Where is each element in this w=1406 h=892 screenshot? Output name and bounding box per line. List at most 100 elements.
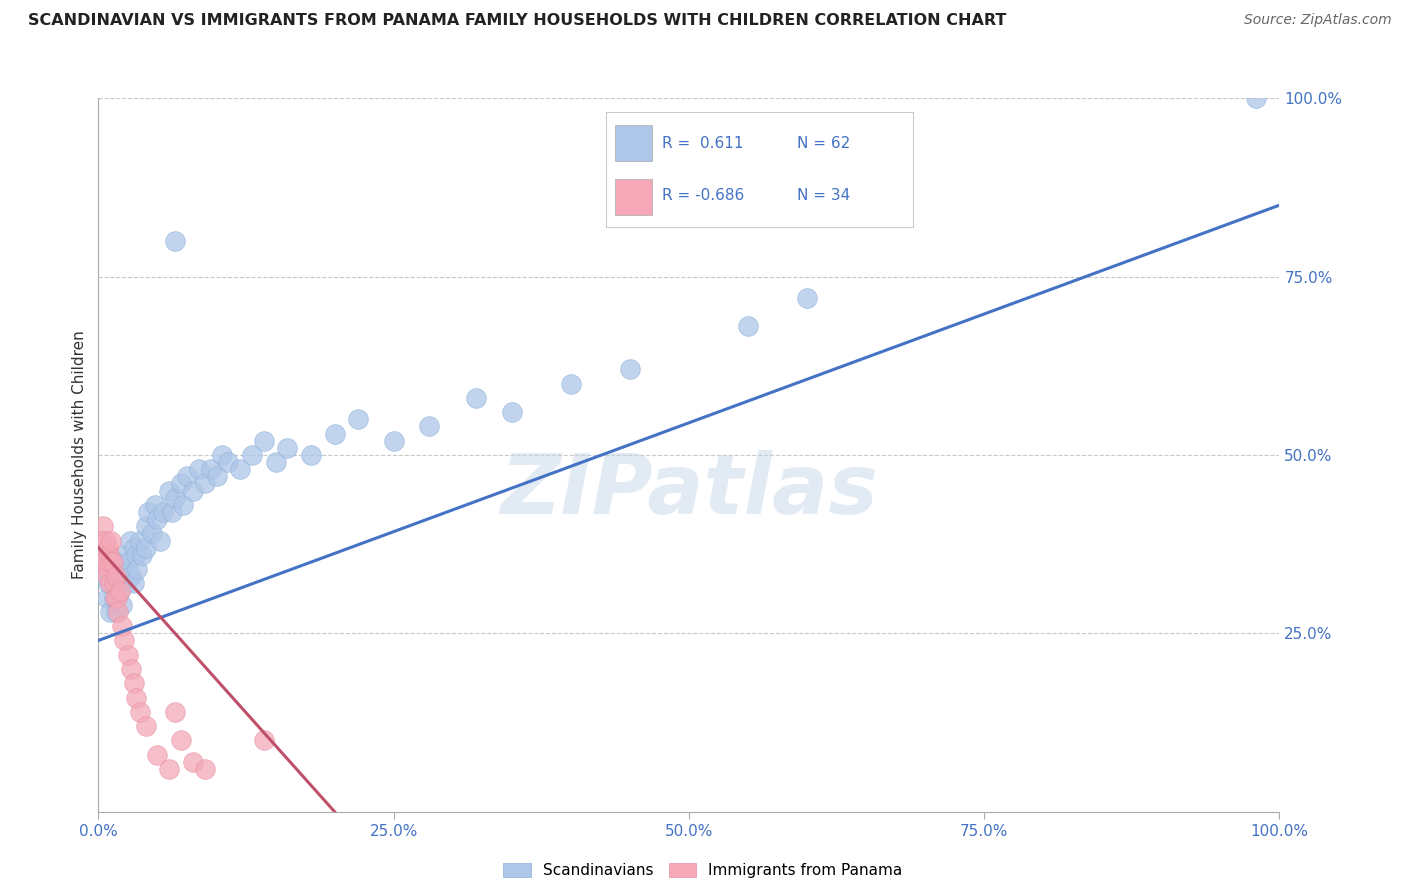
Point: [1244, 91, 1267, 105]
Point: [91, 519, 114, 533]
Point: [264, 455, 287, 469]
Point: [170, 733, 193, 747]
Point: [172, 498, 194, 512]
Text: SCANDINAVIAN VS IMMIGRANTS FROM PANAMA FAMILY HOUSEHOLDS WITH CHILDREN CORRELATI: SCANDINAVIAN VS IMMIGRANTS FROM PANAMA F…: [28, 13, 1007, 29]
Text: ZIPatlas: ZIPatlas: [501, 450, 877, 531]
Point: [176, 469, 198, 483]
Point: [217, 455, 239, 469]
Point: [94, 533, 117, 548]
Point: [91, 548, 114, 562]
Point: [194, 762, 217, 776]
Point: [117, 555, 139, 569]
Point: [187, 462, 209, 476]
Point: [181, 483, 204, 498]
Point: [121, 569, 143, 583]
Point: [253, 733, 276, 747]
Point: [143, 498, 166, 512]
Point: [211, 448, 233, 462]
Point: [465, 391, 488, 405]
Point: [125, 548, 148, 562]
Point: [135, 719, 157, 733]
Point: [299, 448, 322, 462]
Point: [122, 541, 145, 555]
Point: [90, 533, 112, 548]
Point: [128, 705, 150, 719]
Point: [160, 505, 183, 519]
Point: [181, 755, 204, 769]
Point: [165, 234, 187, 248]
Point: [101, 555, 124, 569]
Point: [101, 555, 124, 569]
Point: [111, 562, 134, 576]
Text: Source: ZipAtlas.com: Source: ZipAtlas.com: [1244, 13, 1392, 28]
Point: [131, 548, 153, 562]
Point: [108, 583, 131, 598]
Point: [97, 541, 120, 555]
Point: [98, 555, 121, 569]
Point: [253, 434, 276, 448]
Point: [141, 526, 163, 541]
Point: [114, 576, 136, 591]
Point: [107, 605, 129, 619]
Point: [122, 676, 145, 690]
Point: [97, 576, 120, 591]
Y-axis label: Family Households with Children: Family Households with Children: [72, 331, 87, 579]
Point: [104, 591, 127, 605]
Point: [125, 690, 148, 705]
Point: [382, 434, 405, 448]
Legend: Scandinavians, Immigrants from Panama: Scandinavians, Immigrants from Panama: [498, 857, 908, 884]
Point: [128, 533, 150, 548]
Point: [127, 562, 149, 576]
Point: [276, 441, 298, 455]
Point: [560, 376, 582, 391]
Point: [165, 491, 187, 505]
Point: [170, 476, 193, 491]
Point: [200, 462, 222, 476]
Point: [108, 583, 131, 598]
Point: [122, 576, 145, 591]
Point: [98, 605, 121, 619]
Point: [112, 548, 135, 562]
Point: [103, 576, 125, 591]
Point: [501, 405, 523, 419]
Point: [146, 747, 169, 762]
Point: [105, 555, 128, 569]
Point: [205, 469, 228, 483]
Point: [240, 448, 263, 462]
Point: [98, 576, 121, 591]
Point: [619, 362, 641, 376]
Point: [157, 762, 180, 776]
Point: [111, 619, 134, 633]
Point: [103, 591, 125, 605]
Point: [135, 541, 157, 555]
Point: [323, 426, 346, 441]
Point: [157, 483, 180, 498]
Point: [152, 505, 174, 519]
Point: [98, 548, 121, 562]
Point: [112, 633, 135, 648]
Point: [796, 291, 818, 305]
Point: [146, 512, 169, 526]
Point: [121, 662, 143, 676]
Point: [418, 419, 440, 434]
Point: [96, 591, 118, 605]
Point: [96, 569, 118, 583]
Point: [93, 569, 115, 583]
Point: [93, 555, 115, 569]
Point: [165, 705, 187, 719]
Point: [737, 319, 759, 334]
Point: [194, 476, 217, 491]
Point: [111, 598, 134, 612]
Point: [135, 519, 157, 533]
Point: [347, 412, 370, 426]
Point: [229, 462, 252, 476]
Point: [100, 533, 122, 548]
Point: [105, 569, 128, 583]
Point: [120, 533, 142, 548]
Point: [105, 591, 128, 605]
Point: [105, 569, 128, 583]
Point: [117, 648, 139, 662]
Point: [105, 605, 128, 619]
Point: [136, 505, 159, 519]
Point: [149, 533, 172, 548]
